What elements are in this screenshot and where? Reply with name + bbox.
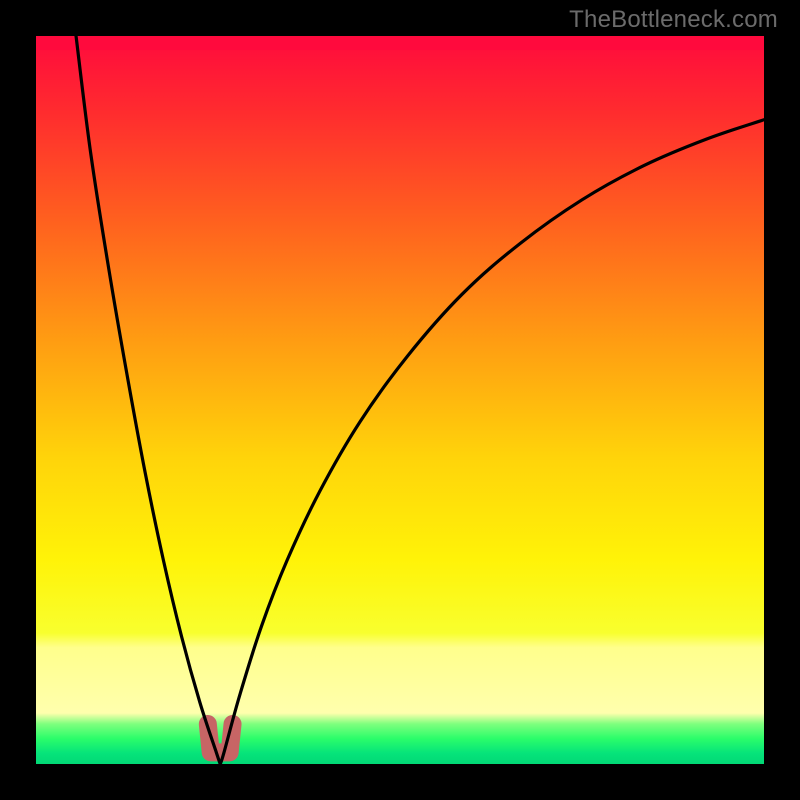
gradient-rect [36, 36, 764, 764]
top-strip [36, 36, 764, 50]
bottleneck-curve-plot [0, 0, 800, 800]
watermark-text: TheBottleneck.com [569, 6, 778, 34]
